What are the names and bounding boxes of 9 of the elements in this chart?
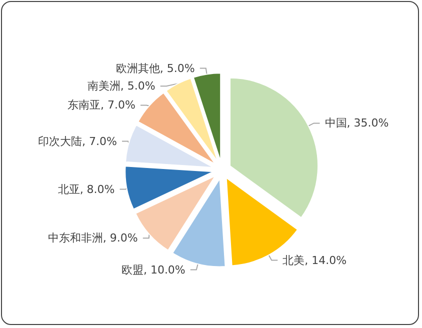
slice-label: 欧洲其他, 5.0% xyxy=(116,62,195,75)
slice-label: 印次大陆, 7.0% xyxy=(38,134,118,148)
slice-label: 欧盟, 10.0% xyxy=(121,263,186,276)
slice-label: 南美洲, 5.0% xyxy=(87,80,156,93)
slice-label: 北亚, 8.0% xyxy=(58,182,115,196)
slice-label: 北美, 14.0% xyxy=(282,254,347,267)
slice-label: 中东和非洲, 9.0% xyxy=(48,232,138,245)
slice-label: 中国, 35.0% xyxy=(324,116,389,130)
slice-label: 东南亚, 7.0% xyxy=(68,98,136,112)
